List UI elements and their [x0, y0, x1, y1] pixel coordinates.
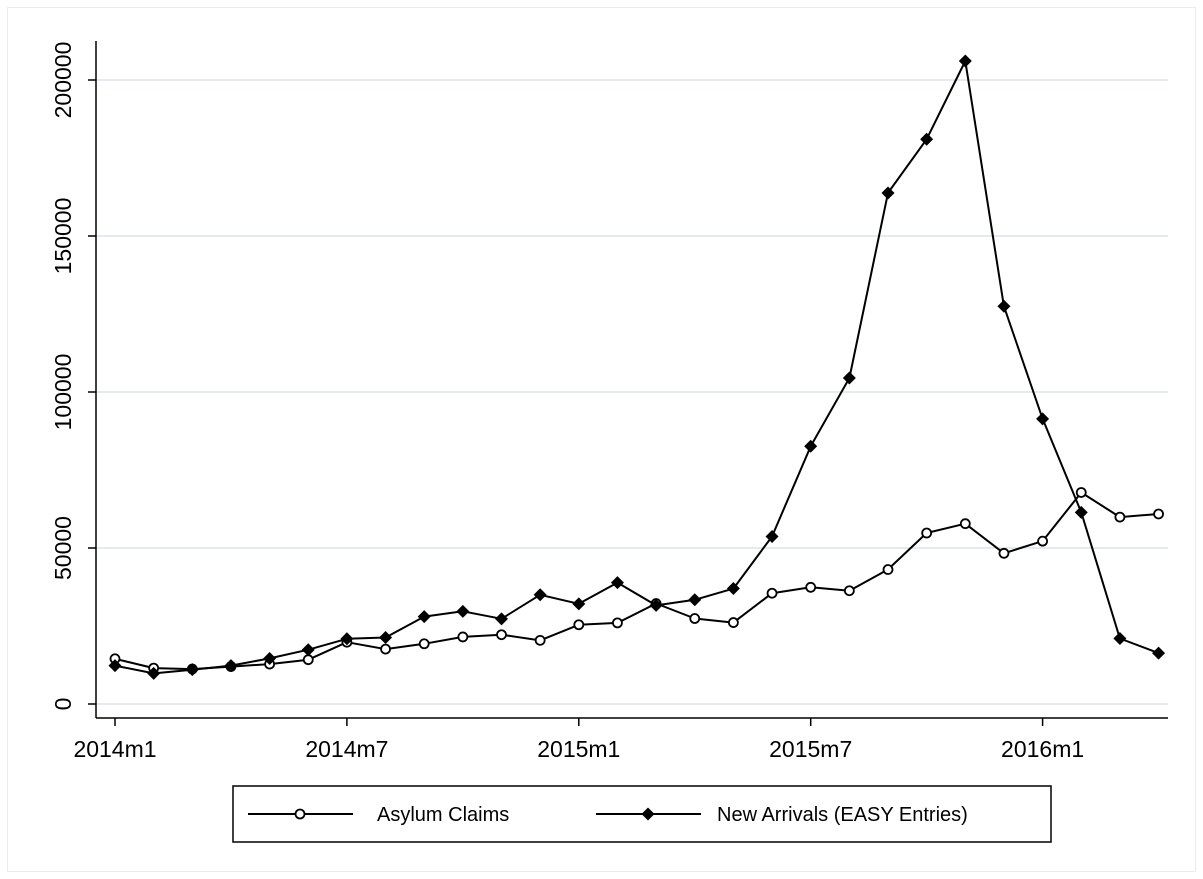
data-point-circle: [1075, 487, 1087, 498]
data-point-circle: [573, 619, 585, 631]
data-point-circle: [612, 617, 623, 629]
series-layer: [108, 54, 1166, 680]
x-axis: 2014m1 2014m7 2015m1 2015m7 2016m1: [73, 717, 1168, 762]
data-point-diamond: [147, 666, 161, 680]
x-tick-label: 2014m7: [305, 736, 388, 762]
x-tick-label: 2015m7: [769, 736, 852, 762]
chart-frame: 0 50000 100000 150000 200000 2014m1 2014m7 201…: [7, 7, 1196, 872]
legend-label-new-arrivals: New Arrivals (EASY Entries): [717, 804, 968, 826]
data-point-diamond: [881, 186, 895, 200]
data-point-circle: [1037, 535, 1048, 547]
data-point-diamond: [649, 598, 663, 612]
data-point-circle: [766, 587, 778, 599]
data-point-diamond: [920, 132, 934, 146]
data-point-diamond: [688, 593, 702, 607]
y-tick-label: 0: [50, 698, 76, 711]
data-point-circle: [1114, 511, 1126, 523]
data-point-diamond: [765, 529, 779, 543]
data-point-circle: [380, 643, 391, 655]
legend-label-asylum-claims: Asylum Claims: [377, 804, 509, 826]
data-point-diamond: [1036, 412, 1050, 426]
data-point-diamond: [572, 597, 586, 611]
data-point-diamond: [641, 807, 655, 821]
data-point-diamond: [417, 610, 431, 624]
y-tick-label: 100000: [50, 354, 76, 431]
x-tick-label: 2015m1: [537, 736, 620, 762]
data-point-circle: [689, 613, 701, 624]
data-point-diamond: [263, 651, 277, 665]
data-point-circle: [882, 564, 894, 575]
data-point-circle: [1153, 508, 1164, 520]
data-point-circle: [728, 617, 739, 628]
data-point-diamond: [340, 632, 354, 646]
x-tick-label: 2016m1: [1001, 736, 1084, 762]
data-point-circle: [418, 638, 430, 650]
data-point-diamond: [224, 659, 238, 673]
data-point-diamond: [379, 631, 393, 645]
y-tick-label: 200000: [50, 42, 76, 119]
data-point-circle: [805, 581, 817, 593]
data-point-circle: [496, 629, 507, 641]
gridlines: [96, 79, 1168, 705]
series-asylum-claims: [109, 487, 1164, 675]
series-new-arrivals: [108, 54, 1166, 680]
data-point-diamond: [958, 54, 972, 68]
data-point-diamond: [997, 299, 1011, 313]
data-point-circle: [843, 585, 855, 597]
data-point-circle: [998, 547, 1010, 559]
data-point-diamond: [495, 612, 508, 626]
data-point-diamond: [108, 659, 122, 673]
data-point-diamond: [301, 643, 315, 657]
y-tick-label: 150000: [50, 198, 76, 275]
series-line: [114, 491, 1159, 671]
series-line: [114, 60, 1159, 675]
x-tick-label: 2014m1: [73, 736, 156, 762]
data-point-diamond: [804, 439, 818, 453]
legend: Asylum Claims New Arrivals (EASY Entries): [232, 785, 1052, 843]
y-axis: 0 50000 100000 150000 200000: [50, 41, 97, 718]
data-point-diamond: [1074, 505, 1088, 519]
data-point-diamond: [842, 371, 856, 385]
data-point-diamond: [1152, 646, 1166, 660]
data-point-diamond: [726, 582, 740, 596]
data-point-circle: [959, 518, 971, 530]
data-point-circle: [921, 527, 933, 539]
data-point-diamond: [456, 604, 470, 618]
data-point-diamond: [610, 576, 624, 590]
data-point-circle: [534, 634, 546, 646]
data-point-diamond: [533, 588, 547, 602]
data-point-diamond: [185, 663, 199, 677]
data-point-circle: [302, 654, 314, 666]
data-point-circle: [457, 631, 469, 643]
y-tick-label: 50000: [50, 516, 76, 580]
data-point-circle: [294, 808, 306, 820]
data-point-diamond: [1113, 631, 1127, 645]
